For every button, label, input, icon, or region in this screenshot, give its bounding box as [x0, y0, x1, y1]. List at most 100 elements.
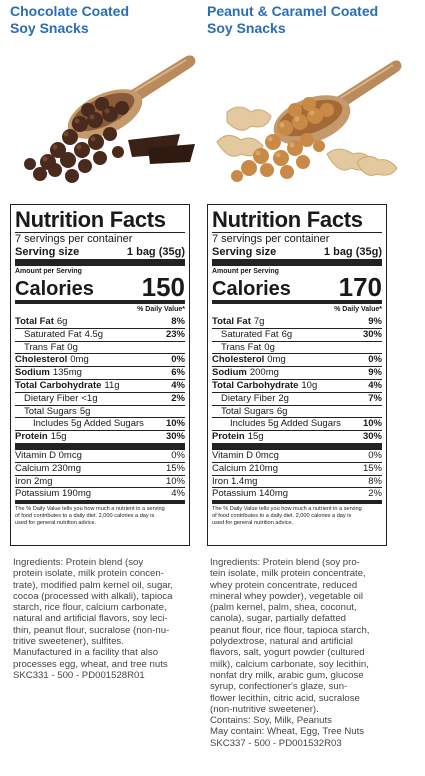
vitamin-row: Calcium 230mg 15%: [15, 461, 185, 475]
vitamin-label: Calcium 210mg: [212, 462, 278, 474]
nutrition-facts-title: Nutrition Facts: [15, 207, 166, 232]
nutrient-rows: Total Fat 7g 9% Saturated Fat 6g 30% Trans Fat…: [212, 316, 382, 443]
nutrient-daily-value: 30%: [165, 431, 185, 443]
servings-per-container: 7 servings per container: [15, 233, 133, 245]
nutrient-amount: 5g: [79, 405, 91, 417]
nutrient-rows: Total Fat 6g 8% Saturated Fat 4.5g 23% Trans F…: [15, 316, 185, 443]
vitamin-daily-value: 15%: [165, 462, 185, 474]
nutrient-row: Dietary Fiber <1g 2%: [15, 391, 185, 405]
vitamin-row: Potassium 140mg 2%: [212, 487, 382, 500]
nutrient-daily-value: 30%: [362, 431, 382, 443]
ingredients-line: tein isolate, milk protein concentrate,: [210, 568, 366, 580]
vitamin-row: Calcium 210mg 15%: [212, 461, 382, 475]
nutrient-label: Total Carbohydrate: [15, 379, 102, 391]
nutrient-daily-value: 4%: [368, 379, 382, 391]
vitamin-daily-value: 15%: [362, 462, 382, 474]
ingredients-line: mineral whey powder), vegetable oil: [210, 590, 364, 602]
ingredients-line: processes egg, wheat, and tree nuts: [13, 658, 168, 670]
calories-row: Calories 150: [15, 274, 185, 300]
ingredients-line: flower lecithin, citric acid, sucralose: [210, 692, 360, 704]
nutrient-amount: 135mg: [52, 367, 82, 379]
nutrient-label: Includes 5g Added Sugars: [230, 418, 341, 430]
daily-value-header: % Daily Value*: [137, 306, 185, 313]
product-title: Peanut & Caramel Coated Soy Snacks: [207, 3, 407, 36]
nutrition-facts-panel: Nutrition Facts 7 servings per container…: [10, 204, 190, 546]
nutrient-row: Total Sugars 6g: [212, 404, 382, 418]
vitamin-row: Vitamin D 0mcg 0%: [212, 450, 382, 462]
nutrient-row: Includes 5g Added Sugars 10%: [15, 417, 185, 430]
nutrient-amount: 200mg: [249, 367, 279, 379]
nutrient-daily-value: 4%: [171, 379, 185, 391]
nutrient-label: Sodium: [15, 367, 50, 379]
peanut-caramel-snack-photo: [216, 60, 402, 182]
nutrient-daily-value: 7%: [368, 392, 382, 404]
nutrient-amount: 11g: [104, 379, 120, 391]
ingredients-line: SKC331 - 500 - PD001528R01: [13, 669, 145, 681]
product-title: Chocolate Coated Soy Snacks: [10, 3, 210, 36]
nutrient-row: Total Fat 6g 8%: [15, 316, 185, 328]
vitamin-row: Iron 1.4mg 8%: [212, 474, 382, 488]
ingredients-line: (non-nutritive sweetener).: [210, 703, 319, 715]
vitamin-daily-value: 2%: [368, 488, 382, 500]
product-title-line: Soy Snacks: [10, 19, 89, 36]
nutrient-amount: 10g: [301, 379, 318, 391]
nutrient-label: Cholesterol: [212, 354, 265, 366]
product-title-line: Chocolate Coated: [10, 3, 130, 19]
nutrient-daily-value: 8%: [171, 316, 185, 327]
ingredients-line: thin, peanut flour, sucralose (non-nu-: [13, 624, 170, 636]
vitamin-row: Iron 2mg 10%: [15, 474, 185, 488]
ingredients-line: starch, rice flour, calcium carbonate,: [13, 602, 167, 614]
nutrient-label: Protein: [15, 431, 48, 443]
nutrient-row: Total Fat 7g 9%: [212, 316, 382, 328]
ingredients-line: Ingredients: Protein blend (soy: [13, 557, 144, 568]
nutrient-amount: 6g: [56, 316, 68, 327]
vitamin-row: Potassium 190mg 4%: [15, 487, 185, 500]
nutrient-daily-value: 9%: [368, 367, 382, 379]
ingredients-line: protein isolate, milk protein concen-: [13, 568, 164, 580]
ingredients-line: SKC337 - 500 - PD001532R03: [210, 737, 342, 749]
vitamin-label: Potassium 190mg: [15, 488, 92, 500]
nutrient-row: Total Sugars 5g: [15, 404, 185, 418]
nutrient-row: Total Carbohydrate 11g 4%: [15, 378, 185, 392]
nutrient-label: Dietary Fiber: [24, 392, 79, 404]
nutrient-label: Saturated Fat: [24, 328, 82, 340]
ingredients-line: Manufactured in a facility that also: [13, 647, 159, 659]
vitamin-label: Iron 1.4mg: [212, 475, 258, 487]
nutrient-row: Includes 5g Added Sugars 10%: [212, 417, 382, 430]
nutrient-daily-value: 23%: [165, 328, 185, 340]
nutrition-facts-panel: Nutrition Facts 7 servings per container…: [207, 204, 387, 546]
ingredients-line: cocoa (processed with alkali), tapioca: [13, 590, 173, 602]
nutrient-label: Saturated Fat: [221, 328, 279, 340]
nutrient-label: Protein: [212, 431, 245, 443]
nutrient-label: Total Sugars: [221, 405, 274, 417]
nutrition-facts-title: Nutrition Facts: [212, 207, 363, 232]
nutrient-row: Trans Fat 0g: [15, 340, 185, 354]
nutrient-amount: 6g: [276, 405, 288, 417]
nutrient-amount: 0g: [264, 341, 275, 353]
nutrient-daily-value: 2%: [171, 392, 185, 404]
ingredients-line: Contains: Soy, Milk, Peanuts: [210, 715, 332, 727]
ingredients-line: milk), calcium carbonate, soy lecithin,: [210, 658, 369, 670]
ingredients-text: Ingredients: Protein blend (soy protein i…: [13, 557, 203, 681]
nutrient-daily-value: 10%: [165, 418, 185, 430]
ingredients-line: flavors, salt, yogurt powder (cultured: [210, 647, 365, 659]
nutrient-amount: 2g: [278, 392, 289, 404]
ingredients-line: Ingredients: Protein blend (soy pro-: [210, 557, 360, 568]
ingredients-text: Ingredients: Protein blend (soy pro-tein…: [210, 557, 400, 749]
nutrient-label: Trans Fat: [221, 341, 262, 353]
vitamin-rows: Vitamin D 0mcg 0% Calcium 230mg 15% Iron 2mg…: [15, 450, 185, 500]
vitamin-daily-value: 0%: [368, 449, 382, 461]
ingredients-line: whey protein concentrate, reduced: [210, 579, 358, 591]
vitamin-label: Calcium 230mg: [15, 462, 81, 474]
nutrient-daily-value: 10%: [362, 418, 382, 430]
nutrient-row: Cholesterol 0mg 0%: [15, 353, 185, 366]
calories-label: Calories: [15, 278, 94, 300]
calories-value: 150: [141, 272, 185, 302]
vitamin-label: Iron 2mg: [15, 475, 53, 487]
nutrient-row: Protein 15g 30%: [212, 430, 382, 443]
nutrient-label: Total Fat: [15, 316, 54, 327]
nutrient-row: Saturated Fat 4.5g 23%: [15, 327, 185, 341]
nutrient-daily-value: 6%: [171, 367, 185, 379]
servings-per-container: 7 servings per container: [212, 233, 330, 245]
product-title-line: Soy Snacks: [207, 19, 286, 36]
